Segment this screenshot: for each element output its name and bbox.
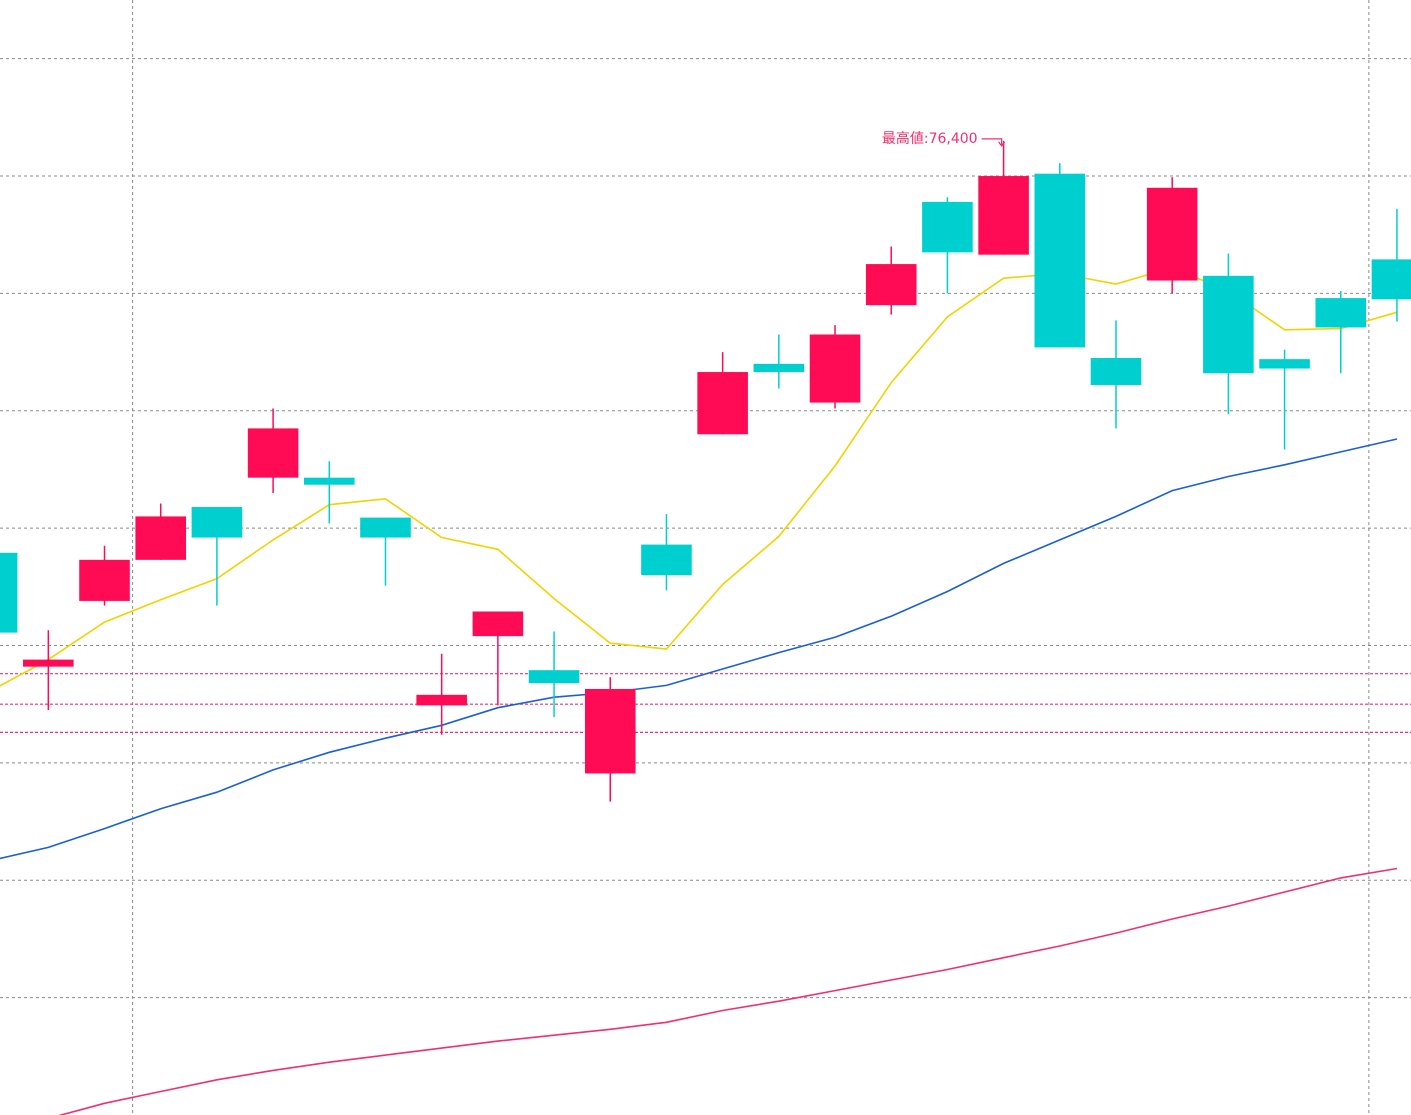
candle-body — [416, 694, 467, 706]
candle-body — [753, 363, 805, 373]
moving-average-line — [0, 438, 1398, 860]
candle-body — [247, 428, 299, 478]
candle-body — [697, 372, 748, 435]
candle-body — [360, 517, 411, 538]
candle-body — [1315, 298, 1367, 328]
candle-body — [1259, 359, 1310, 369]
candle-body — [1146, 187, 1198, 281]
candle-body — [79, 559, 130, 601]
candle-body — [865, 264, 917, 306]
moving-average-line — [58, 867, 1398, 1115]
annotation-label: 最高値:76,400 — [882, 130, 978, 147]
annotation-arrow — [981, 138, 1006, 147]
candle-body — [922, 201, 973, 253]
candle-body — [978, 176, 1029, 255]
candle-body — [584, 688, 636, 774]
candle-body — [23, 659, 74, 667]
candle-body — [191, 507, 243, 538]
candle-body — [528, 670, 580, 684]
candle-body — [1371, 259, 1411, 300]
candle-body — [641, 544, 692, 576]
candle-body — [472, 611, 524, 637]
candle-body — [1203, 275, 1254, 374]
candle-body — [135, 516, 186, 560]
candle-body — [304, 477, 355, 485]
candle-body — [0, 552, 18, 633]
candle-body — [1090, 357, 1142, 385]
candle-body — [1034, 173, 1086, 348]
candle-body — [809, 334, 861, 403]
